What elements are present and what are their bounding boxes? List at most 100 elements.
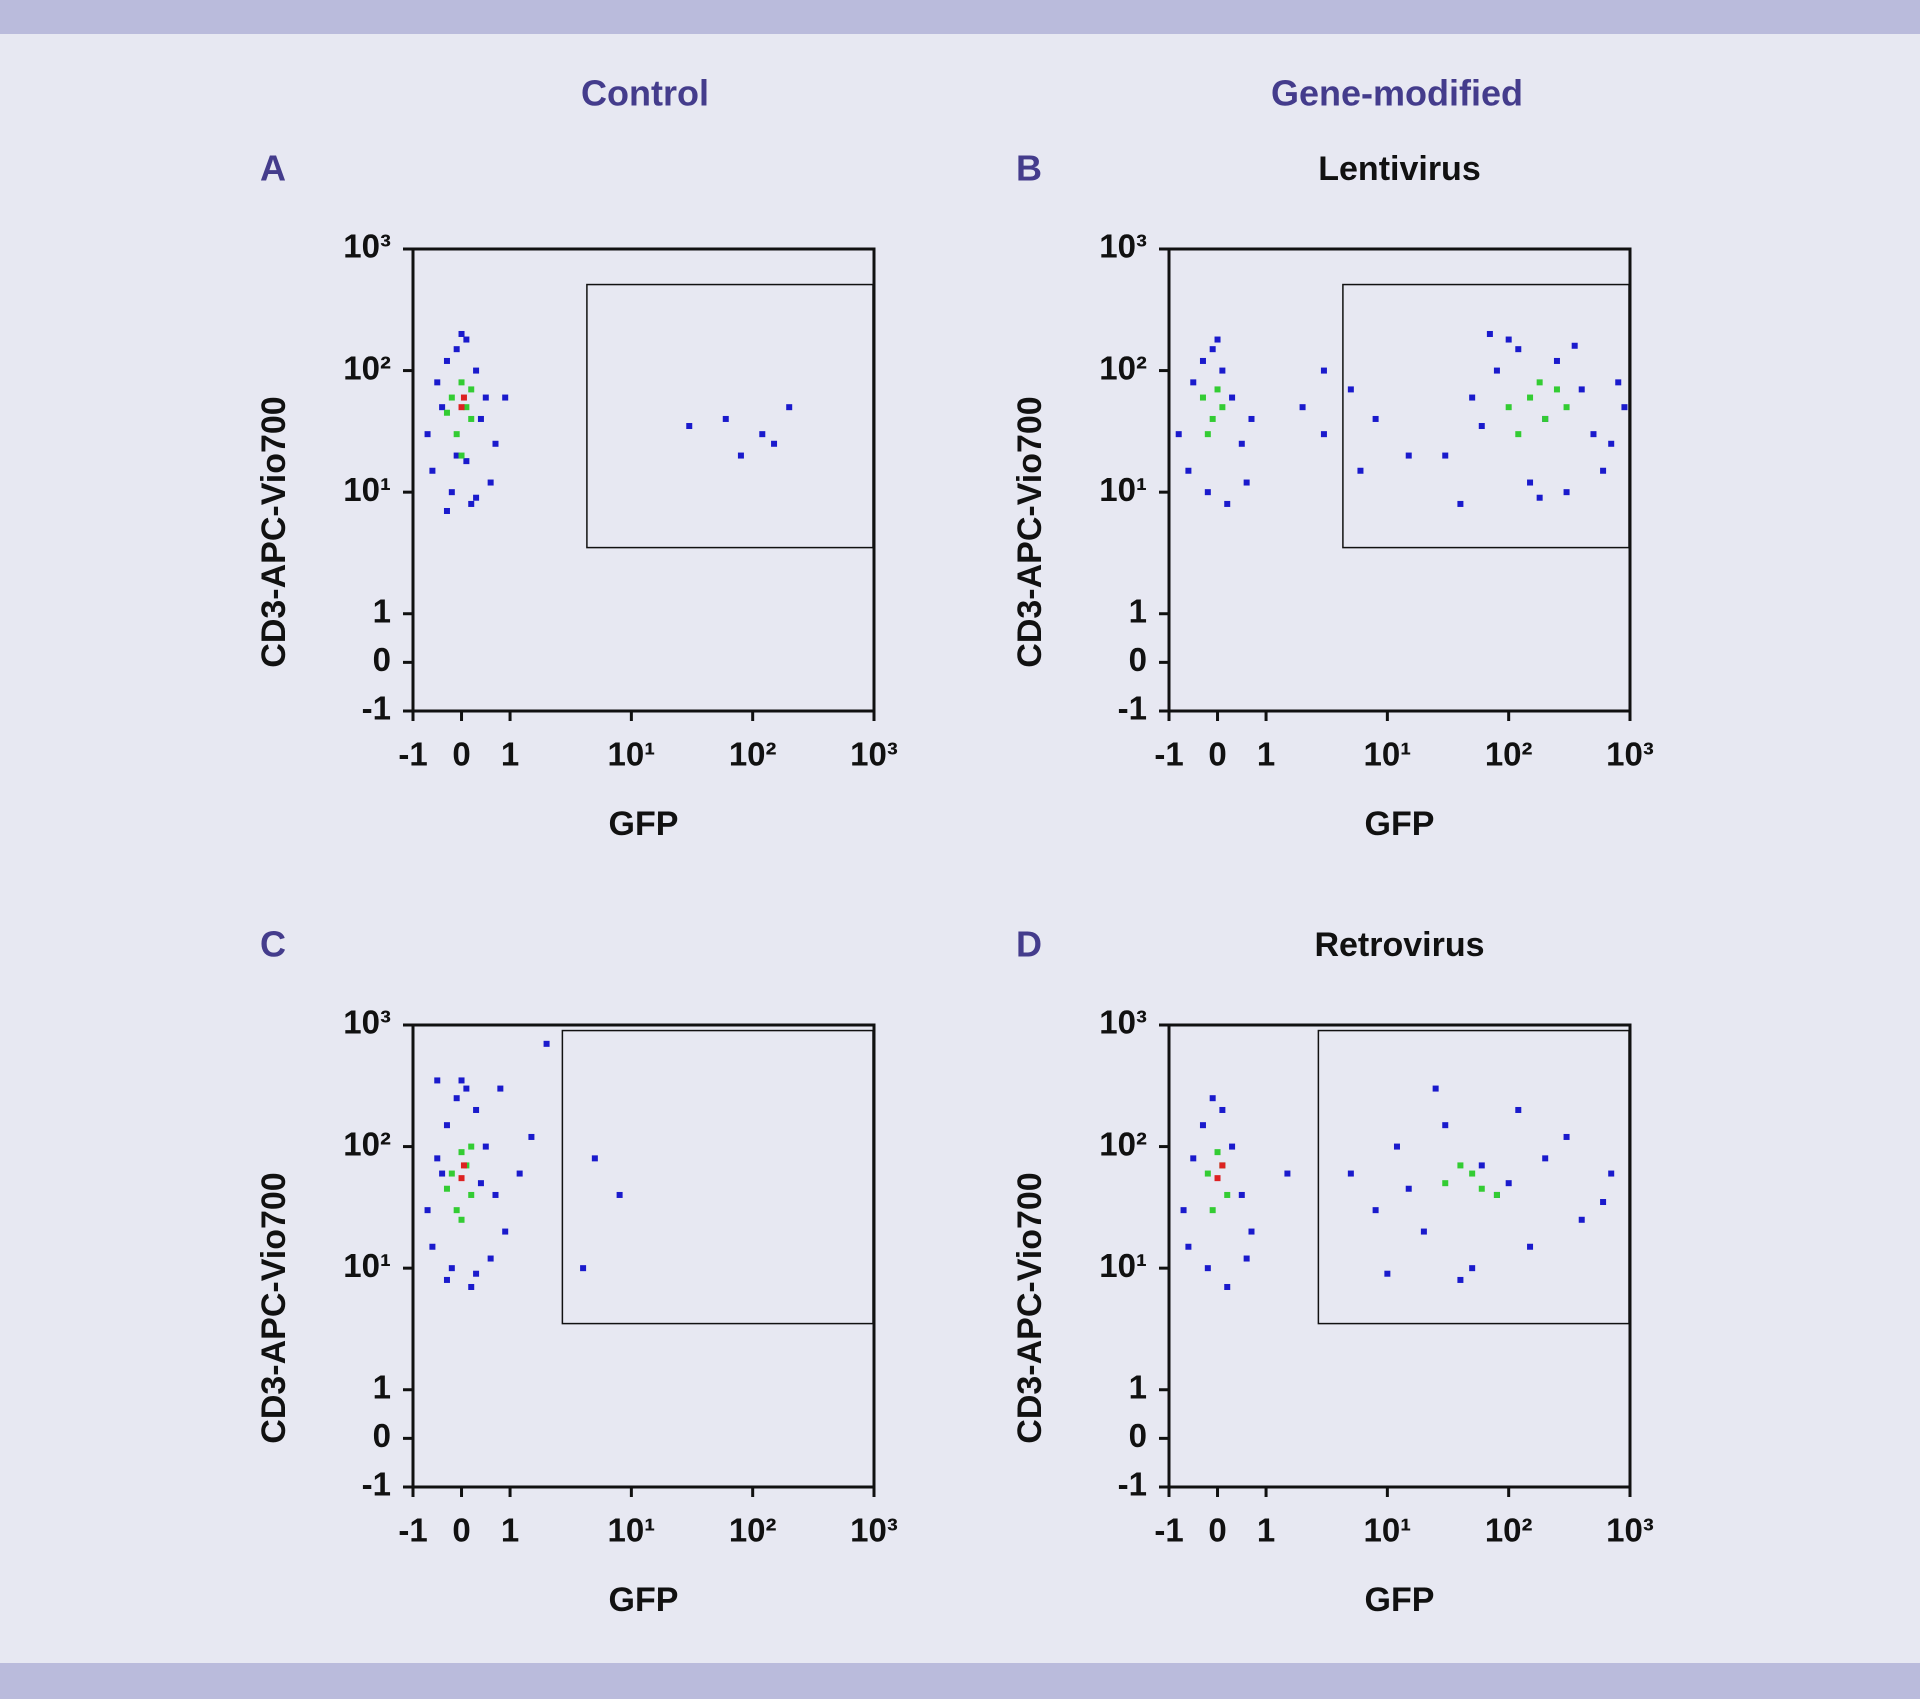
event-dot	[1219, 1106, 1226, 1113]
event-dot	[460, 1162, 467, 1169]
x-tick-label: 1	[1257, 1512, 1275, 1549]
event-dot	[477, 415, 484, 422]
event-dot	[1209, 346, 1216, 353]
y-tick-label: 10¹	[1099, 471, 1147, 508]
event-dot	[434, 379, 441, 386]
event-dot	[1320, 431, 1327, 438]
y-tick-label: 10²	[343, 349, 391, 386]
event-dot	[1190, 1155, 1197, 1162]
top-band	[0, 0, 1920, 34]
y-tick-label: 0	[1129, 1417, 1147, 1454]
x-tick-label: 10³	[1606, 736, 1654, 773]
event-dot	[468, 500, 475, 507]
event-dot	[1478, 1162, 1485, 1169]
y-axis-label: CD3-APC-Vio700	[1011, 1172, 1049, 1443]
event-dot	[1199, 1122, 1206, 1129]
y-tick-label: -1	[362, 1466, 391, 1503]
y-tick-label: 1	[1129, 1368, 1147, 1405]
event-dot	[1563, 404, 1570, 411]
event-dot	[458, 1149, 465, 1156]
gate	[1342, 283, 1630, 549]
y-tick-label: 10³	[343, 228, 391, 265]
event-dot	[497, 1085, 504, 1092]
y-tick-label: 10²	[343, 1125, 391, 1162]
y-tick-label: 10¹	[1099, 1247, 1147, 1284]
y-tick-label: -1	[1118, 1466, 1147, 1503]
panel-title: Lentivirus	[1318, 150, 1480, 188]
y-tick-label: -1	[362, 690, 391, 727]
event-dot	[429, 1243, 436, 1250]
event-dot	[1571, 342, 1578, 349]
event-dot	[1442, 452, 1449, 459]
x-axis-label: GFP	[609, 1581, 679, 1619]
plot-frame	[1167, 247, 1632, 713]
event-dot	[1372, 1207, 1379, 1214]
event-dot	[482, 1143, 489, 1150]
event-dot	[1527, 394, 1534, 401]
x-tick-label: 0	[452, 1512, 470, 1549]
x-tick-label: 10¹	[608, 736, 656, 773]
y-tick-label: 0	[1129, 641, 1147, 678]
event-dot	[1515, 346, 1522, 353]
y-axis-label: CD3-APC-Vio700	[1011, 396, 1049, 667]
event-dot	[1224, 1283, 1231, 1290]
event-dot	[1608, 440, 1615, 447]
event-dot	[1180, 1207, 1187, 1214]
event-dot	[468, 1283, 475, 1290]
event-dot	[434, 1077, 441, 1084]
plot-frame	[411, 247, 876, 713]
event-dot	[1493, 367, 1500, 374]
column-header: Gene-modified	[1271, 73, 1523, 114]
event-dot	[1320, 367, 1327, 374]
event-dot	[686, 423, 693, 430]
y-tick-label: 10³	[1099, 228, 1147, 265]
x-tick-label: 10¹	[608, 1512, 656, 1549]
x-tick-label: -1	[1154, 1512, 1183, 1549]
event-dot	[1590, 431, 1597, 438]
event-dot	[439, 404, 446, 411]
event-dot	[443, 507, 450, 514]
event-dot	[1204, 1170, 1211, 1177]
y-tick-label: 10²	[1099, 349, 1147, 386]
event-dot	[1442, 1180, 1449, 1187]
x-tick-label: 0	[1208, 1512, 1226, 1549]
panel-letter: C	[260, 924, 286, 965]
event-dot	[1621, 404, 1628, 411]
event-dot	[1219, 1162, 1226, 1169]
gate	[1317, 1029, 1630, 1325]
event-dot	[448, 1170, 455, 1177]
x-tick-label: -1	[1154, 736, 1183, 773]
event-dot	[543, 1040, 550, 1047]
event-dot	[759, 431, 766, 438]
event-dot	[458, 1077, 465, 1084]
event-dot	[1457, 1276, 1464, 1283]
event-dot	[616, 1191, 623, 1198]
event-dot	[1600, 1199, 1607, 1206]
column-header: Control	[581, 73, 709, 114]
event-dot	[1478, 423, 1485, 430]
event-dot	[1527, 479, 1534, 486]
event-dot	[771, 440, 778, 447]
event-dot	[1505, 336, 1512, 343]
x-tick-label: 10²	[729, 736, 777, 773]
event-dot	[1493, 1191, 1500, 1198]
event-dot	[1478, 1185, 1485, 1192]
event-dot	[1284, 1170, 1291, 1177]
event-dot	[453, 1095, 460, 1102]
event-dot	[1384, 1270, 1391, 1277]
event-dot	[528, 1133, 535, 1140]
event-dot	[453, 346, 460, 353]
x-tick-label: 0	[1208, 736, 1226, 773]
event-dot	[1578, 1216, 1585, 1223]
event-dot	[1214, 386, 1221, 393]
event-dot	[786, 404, 793, 411]
event-dot	[1238, 1191, 1245, 1198]
event-dot	[1214, 1175, 1221, 1182]
event-dot	[477, 1180, 484, 1187]
event-dot	[458, 452, 465, 459]
x-tick-label: 10³	[850, 1512, 898, 1549]
event-dot	[1204, 431, 1211, 438]
event-dot	[468, 415, 475, 422]
